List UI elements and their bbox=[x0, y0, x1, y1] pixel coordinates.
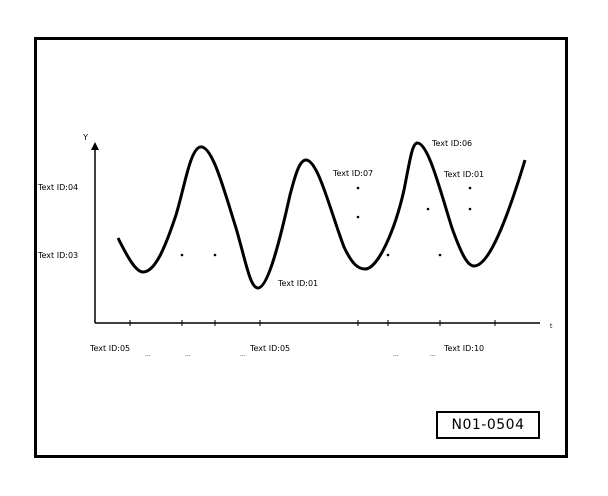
x-tick-label: Text ID:05 bbox=[249, 344, 290, 353]
x-tick-label: Text ID:05 bbox=[89, 344, 130, 353]
reference-points bbox=[180, 186, 472, 257]
x-axis-ticks bbox=[129, 320, 496, 326]
signal-curve bbox=[116, 141, 527, 290]
y-tick-label: Text ID:03 bbox=[37, 251, 78, 260]
callout-label: Text ID:01 bbox=[277, 279, 318, 288]
x-axis-label: t bbox=[550, 323, 553, 330]
small-tick: ... bbox=[393, 351, 399, 358]
figure-id-label: N01-0504 bbox=[436, 411, 540, 439]
y-axis-arrow-icon bbox=[91, 142, 99, 150]
x-tick-label: Text ID:10 bbox=[443, 344, 484, 353]
callout-label: Text ID:07 bbox=[332, 169, 373, 178]
y-tick-label: Text ID:04 bbox=[37, 183, 78, 192]
callout-label: Text ID:06 bbox=[431, 139, 472, 148]
callout-label: Text ID:01 bbox=[443, 170, 484, 179]
y-axis-label: Y bbox=[82, 133, 88, 142]
small-tick: ... bbox=[240, 351, 246, 358]
small-tick: ... bbox=[145, 351, 151, 358]
small-tick: ... bbox=[430, 351, 436, 358]
small-tick: ... bbox=[185, 351, 191, 358]
